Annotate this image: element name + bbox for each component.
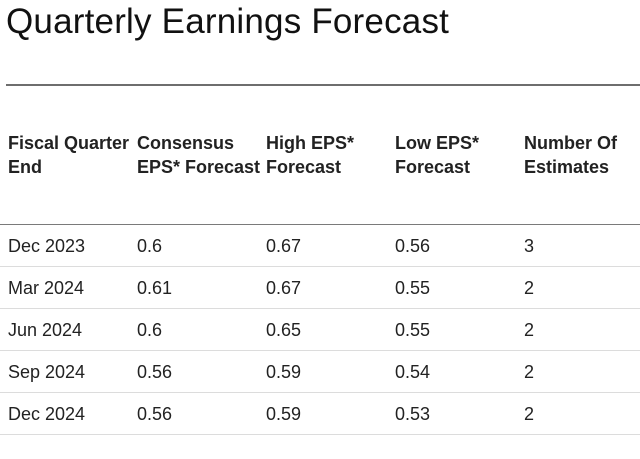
cell-low-eps: 0.55 [395, 319, 431, 340]
cell-consensus-eps: 0.56 [137, 361, 173, 382]
cell-consensus-eps: 0.6 [137, 319, 163, 340]
cell-number-of-estimates: 2 [524, 319, 535, 340]
cell-high-eps: 0.65 [266, 319, 302, 340]
cell-low-eps: 0.56 [395, 235, 431, 256]
table-body: Dec 2023 0.6 0.67 0.56 3 Mar 2024 0.61 0… [0, 225, 640, 435]
cell-fiscal-quarter-end: Mar 2024 [8, 277, 85, 298]
cell-number-of-estimates: 2 [524, 403, 535, 424]
title-divider [6, 84, 640, 86]
column-header-low-eps-forecast: Low EPS* Forecast [395, 133, 480, 177]
column-header-fiscal-quarter-end: Fiscal Quarter End [8, 133, 130, 177]
table-row: Dec 2023 0.6 0.67 0.56 3 [0, 225, 640, 267]
table-row: Jun 2024 0.6 0.65 0.55 2 [0, 309, 640, 351]
cell-number-of-estimates: 2 [524, 277, 535, 298]
cell-high-eps: 0.59 [266, 403, 302, 424]
cell-high-eps: 0.67 [266, 235, 302, 256]
cell-low-eps: 0.53 [395, 403, 431, 424]
column-header-number-of-estimates: Number Of Estimates [524, 133, 618, 177]
cell-fiscal-quarter-end: Jun 2024 [8, 319, 83, 340]
cell-fiscal-quarter-end: Sep 2024 [8, 361, 86, 382]
column-header-consensus-eps-forecast: Consensus EPS* Forecast [137, 133, 261, 177]
table-row: Sep 2024 0.56 0.59 0.54 2 [0, 351, 640, 393]
cell-high-eps: 0.59 [266, 361, 302, 382]
cell-number-of-estimates: 3 [524, 235, 535, 256]
cell-consensus-eps: 0.6 [137, 235, 163, 256]
cell-high-eps: 0.67 [266, 277, 302, 298]
cell-low-eps: 0.55 [395, 277, 431, 298]
cell-number-of-estimates: 2 [524, 361, 535, 382]
table-row: Mar 2024 0.61 0.67 0.55 2 [0, 267, 640, 309]
cell-fiscal-quarter-end: Dec 2024 [8, 403, 86, 424]
cell-fiscal-quarter-end: Dec 2023 [8, 235, 86, 256]
cell-low-eps: 0.54 [395, 361, 431, 382]
column-header-high-eps-forecast: High EPS* Forecast [266, 133, 355, 177]
cell-consensus-eps: 0.61 [137, 277, 173, 298]
table-header: Fiscal Quarter End Consensus EPS* Foreca… [0, 86, 640, 225]
cell-consensus-eps: 0.56 [137, 403, 173, 424]
page-title: Quarterly Earnings Forecast [6, 2, 450, 41]
table-row: Dec 2024 0.56 0.59 0.53 2 [0, 393, 640, 435]
